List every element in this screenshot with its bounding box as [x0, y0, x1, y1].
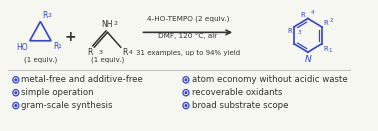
Text: R: R — [287, 28, 292, 34]
Text: 2: 2 — [113, 21, 117, 26]
Text: 3: 3 — [98, 50, 102, 55]
Text: gram-scale synthesis: gram-scale synthesis — [22, 101, 113, 110]
Text: 4: 4 — [128, 50, 132, 55]
Text: R: R — [300, 12, 305, 18]
Text: recoverable oxidants: recoverable oxidants — [192, 88, 282, 97]
Text: R: R — [87, 48, 92, 57]
Text: R: R — [53, 42, 58, 51]
Text: NH: NH — [102, 20, 113, 29]
Text: broad substrate scope: broad substrate scope — [192, 101, 288, 110]
Text: 3: 3 — [298, 30, 301, 35]
Text: R: R — [122, 48, 128, 57]
Text: R: R — [42, 12, 48, 20]
Circle shape — [184, 104, 187, 107]
Text: 2: 2 — [48, 13, 52, 18]
Text: N: N — [305, 55, 311, 64]
Text: DMF, 120 °C, air: DMF, 120 °C, air — [158, 32, 217, 39]
Circle shape — [184, 91, 187, 94]
Circle shape — [184, 78, 187, 81]
Text: metal-free and additive-free: metal-free and additive-free — [22, 75, 143, 84]
Text: 4-HO-TEMPO (2 equiv.): 4-HO-TEMPO (2 equiv.) — [147, 16, 229, 22]
Circle shape — [14, 78, 17, 81]
Text: 4: 4 — [311, 10, 314, 15]
Text: HO: HO — [16, 43, 28, 52]
Text: 2: 2 — [329, 18, 333, 23]
Text: (1 equiv.): (1 equiv.) — [91, 56, 124, 63]
Text: 1: 1 — [58, 44, 62, 49]
Text: simple operation: simple operation — [22, 88, 94, 97]
Text: 31 examples, up to 94% yield: 31 examples, up to 94% yield — [136, 50, 240, 56]
Text: R: R — [324, 46, 328, 52]
Text: atom economy without acidic waste: atom economy without acidic waste — [192, 75, 347, 84]
Circle shape — [14, 104, 17, 107]
Circle shape — [14, 91, 17, 94]
Text: (1 equiv.): (1 equiv.) — [24, 56, 57, 63]
Text: +: + — [65, 30, 76, 44]
Text: R: R — [324, 20, 328, 26]
Text: 1: 1 — [328, 48, 332, 53]
